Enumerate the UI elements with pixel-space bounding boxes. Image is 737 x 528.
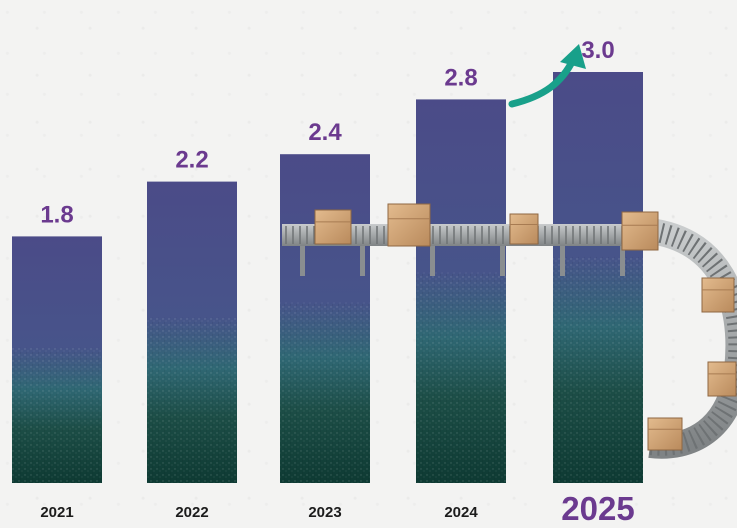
conveyor-leg <box>500 246 505 276</box>
year-label-2025: 2025 <box>561 490 634 527</box>
value-label-2022: 2.2 <box>175 147 208 174</box>
year-labels-group: 2021 2022 2023 2024 2025 <box>40 490 634 527</box>
bar-texture-2022 <box>147 317 237 483</box>
value-label-2025: 3.0 <box>581 37 614 64</box>
year-label-2022: 2022 <box>175 504 208 521</box>
conveyor-leg <box>430 246 435 276</box>
shipping-box-icon <box>622 212 658 250</box>
shipping-box-icon <box>510 214 538 244</box>
bar-texture-2025 <box>553 257 643 483</box>
shipping-box-icon <box>648 418 682 450</box>
shipping-box-icon <box>708 362 736 396</box>
year-label-2023: 2023 <box>308 504 341 521</box>
bar-texture-2023 <box>280 302 370 483</box>
year-label-2024: 2024 <box>444 504 478 521</box>
conveyor-curved-belt <box>640 230 737 446</box>
shipping-box-icon <box>702 278 734 312</box>
conveyor-leg <box>360 246 365 276</box>
value-label-2024: 2.8 <box>444 64 477 91</box>
conveyor-leg <box>300 246 305 276</box>
shipping-box-icon <box>388 204 430 246</box>
conveyor-leg <box>560 246 565 276</box>
shipping-box-icon <box>315 210 351 244</box>
bar-texture-2021 <box>12 347 102 483</box>
bar-texture-2024 <box>416 272 506 483</box>
year-label-2021: 2021 <box>40 504 73 521</box>
value-label-2023: 2.4 <box>308 119 342 146</box>
value-label-2021: 1.8 <box>40 201 73 228</box>
